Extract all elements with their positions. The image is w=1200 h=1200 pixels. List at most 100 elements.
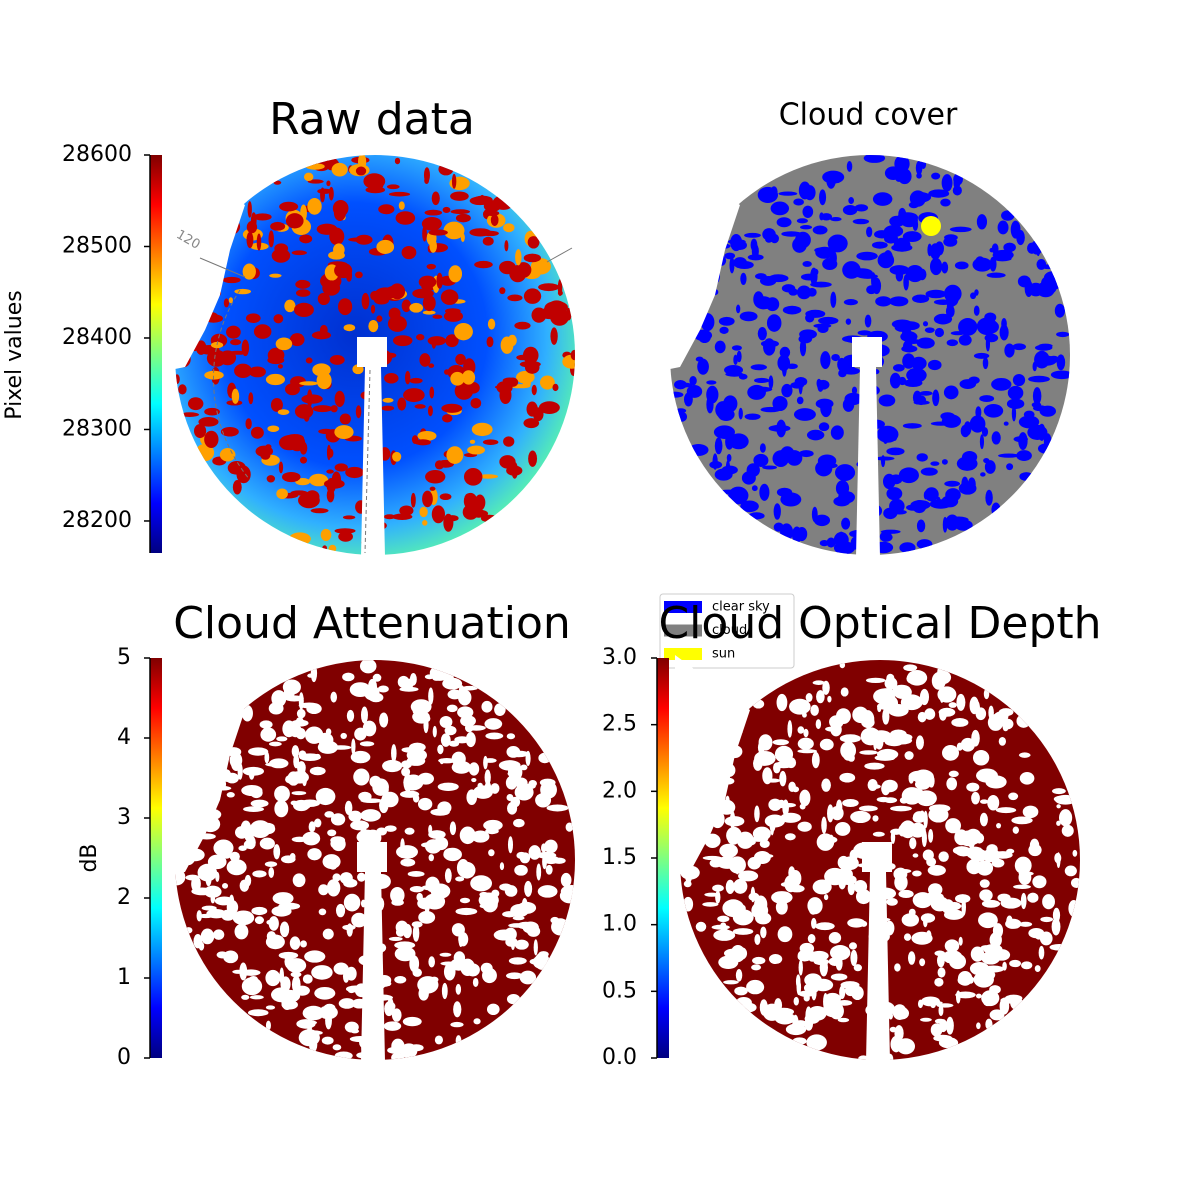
- image-blob: [812, 879, 832, 895]
- image-blob: [825, 726, 840, 732]
- image-mask: [170, 655, 245, 875]
- image-blob: [810, 704, 819, 716]
- image-blob: [883, 225, 904, 238]
- image-blob: [1038, 945, 1045, 960]
- image-blob: [858, 1055, 869, 1060]
- image-blob: [919, 958, 926, 967]
- colorbar-tick-label: 0.0: [602, 1045, 637, 1070]
- image-blob: [919, 810, 925, 821]
- image-blob: [793, 408, 816, 421]
- image-blob: [268, 230, 274, 248]
- image-blob: [484, 769, 491, 786]
- image-blob: [316, 371, 332, 390]
- image-blob: [552, 383, 559, 392]
- image-blob: [271, 690, 287, 708]
- image-blob: [394, 946, 416, 962]
- image-blob: [357, 872, 366, 882]
- image-blob: [460, 715, 476, 727]
- image-blob: [750, 364, 767, 371]
- image-blob: [949, 226, 972, 233]
- image-blob: [527, 236, 540, 249]
- image-blob: [291, 791, 307, 796]
- image-blob: [744, 413, 761, 420]
- colorbar-tick-label: 4: [117, 725, 131, 750]
- image-blob: [391, 1038, 405, 1054]
- image-blob: [390, 886, 405, 904]
- image-blob: [729, 811, 736, 829]
- image-blob: [683, 392, 693, 407]
- image-blob: [923, 490, 928, 500]
- image-blob: [934, 950, 946, 956]
- image-blob: [770, 233, 779, 244]
- image-blob: [827, 695, 832, 703]
- image-blob: [409, 886, 424, 893]
- image-blob: [446, 515, 459, 522]
- image-blob: [839, 661, 846, 669]
- image-blob: [777, 926, 793, 943]
- image-blob: [317, 292, 330, 306]
- image-blob: [274, 243, 289, 254]
- image-blob: [305, 357, 313, 364]
- image-blob: [843, 299, 858, 306]
- image-blob: [916, 539, 933, 550]
- panel-title: Cloud Optical Depth: [658, 598, 1101, 649]
- image-blob: [432, 314, 443, 319]
- image-blob: [875, 734, 884, 750]
- image-blob: [802, 712, 807, 718]
- image-blob: [768, 798, 782, 811]
- image-blob: [418, 910, 436, 924]
- image-blob: [401, 767, 411, 777]
- image-blob: [772, 739, 789, 746]
- image-blob: [912, 853, 919, 858]
- image-blob: [924, 487, 939, 502]
- image-blob: [305, 163, 325, 170]
- image-blob: [522, 379, 531, 388]
- image-blob: [764, 234, 773, 243]
- image-blob: [875, 296, 892, 307]
- image-blob: [736, 304, 741, 314]
- image-blob: [725, 433, 734, 450]
- image-blob: [898, 467, 919, 484]
- image-blob: [410, 699, 432, 715]
- image-blob: [259, 837, 275, 850]
- image-blob: [460, 764, 465, 771]
- image-blob: [265, 934, 285, 950]
- image-blob: [830, 973, 848, 981]
- image-blob: [1001, 210, 1015, 221]
- image-blob: [905, 264, 925, 283]
- image-blob: [279, 435, 300, 451]
- image-blob: [782, 803, 797, 808]
- image-blob: [359, 741, 375, 747]
- panel-title: Cloud Attenuation: [173, 598, 571, 649]
- image-blob: [731, 345, 742, 351]
- image-blob: [292, 873, 306, 888]
- image-blob: [484, 718, 503, 730]
- image-blob: [277, 409, 290, 416]
- image-blob: [1010, 401, 1019, 407]
- image-blob: [455, 213, 471, 223]
- image-blob: [912, 390, 922, 405]
- image-blob: [303, 172, 314, 182]
- image-blob: [428, 363, 435, 368]
- image-blob: [998, 453, 1020, 458]
- image-blob: [230, 339, 242, 346]
- image-blob: [940, 198, 951, 207]
- image-blob: [482, 236, 494, 246]
- overlay-line: [212, 289, 371, 554]
- image-blob: [454, 322, 473, 341]
- image-blob: [912, 294, 930, 303]
- image-blob: [353, 768, 370, 786]
- image-blob: [843, 751, 855, 761]
- image-blob: [247, 1009, 269, 1017]
- image-blob: [982, 848, 1001, 863]
- image-blob: [467, 445, 485, 455]
- image-blob: [450, 1021, 464, 1028]
- image-mask: [852, 337, 882, 367]
- image-blob: [882, 708, 890, 725]
- image-blob: [934, 327, 945, 338]
- image-blob: [798, 334, 813, 344]
- image-blob: [484, 781, 492, 793]
- image-blob: [427, 405, 433, 417]
- image-blob: [762, 465, 778, 470]
- image-blob: [702, 902, 719, 907]
